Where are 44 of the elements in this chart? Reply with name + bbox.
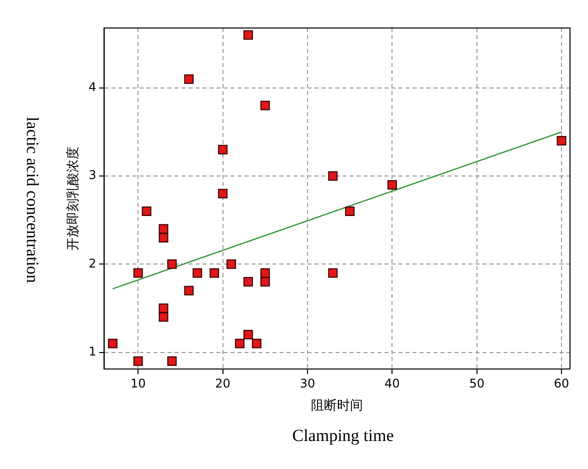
y-tick-label: 2 [88, 256, 96, 270]
point [218, 188, 228, 198]
x-tick-label: 40 [384, 376, 400, 390]
x-tick-label: 20 [215, 376, 230, 390]
point [218, 144, 228, 154]
point [345, 206, 355, 216]
point [387, 180, 397, 190]
point [243, 330, 253, 340]
point [260, 268, 270, 278]
point [192, 268, 202, 278]
text: lactic acid concentration [22, 116, 42, 286]
x-tick-label: 50 [469, 376, 484, 390]
point [108, 338, 118, 348]
point [556, 136, 566, 146]
point [260, 277, 270, 287]
point [167, 259, 177, 269]
x-tick-label: 30 [300, 376, 316, 390]
point [328, 171, 338, 181]
point [226, 259, 236, 269]
x-axis-title: 阻断时间 [311, 398, 364, 414]
text: Clamping time [291, 426, 395, 446]
point [184, 74, 194, 84]
x-tick-label: 60 [554, 376, 570, 390]
point [234, 338, 244, 348]
point [158, 312, 168, 322]
point [252, 338, 262, 348]
point [142, 206, 152, 216]
y-tick-label: 4 [88, 80, 96, 94]
y-axis-title: 开放即刻乳酸浓度 [65, 146, 82, 250]
point [158, 303, 168, 313]
point [243, 30, 253, 40]
point [328, 268, 338, 278]
point [210, 268, 220, 278]
y-tick-label: 1 [88, 344, 96, 358]
y-tick-label: 3 [88, 168, 96, 182]
point [133, 356, 143, 366]
point [243, 277, 253, 287]
point [184, 286, 194, 296]
point [158, 232, 168, 242]
x-tick-label: 10 [130, 376, 146, 390]
point [133, 268, 143, 278]
point [158, 224, 168, 234]
point [167, 356, 177, 366]
point [260, 100, 270, 110]
